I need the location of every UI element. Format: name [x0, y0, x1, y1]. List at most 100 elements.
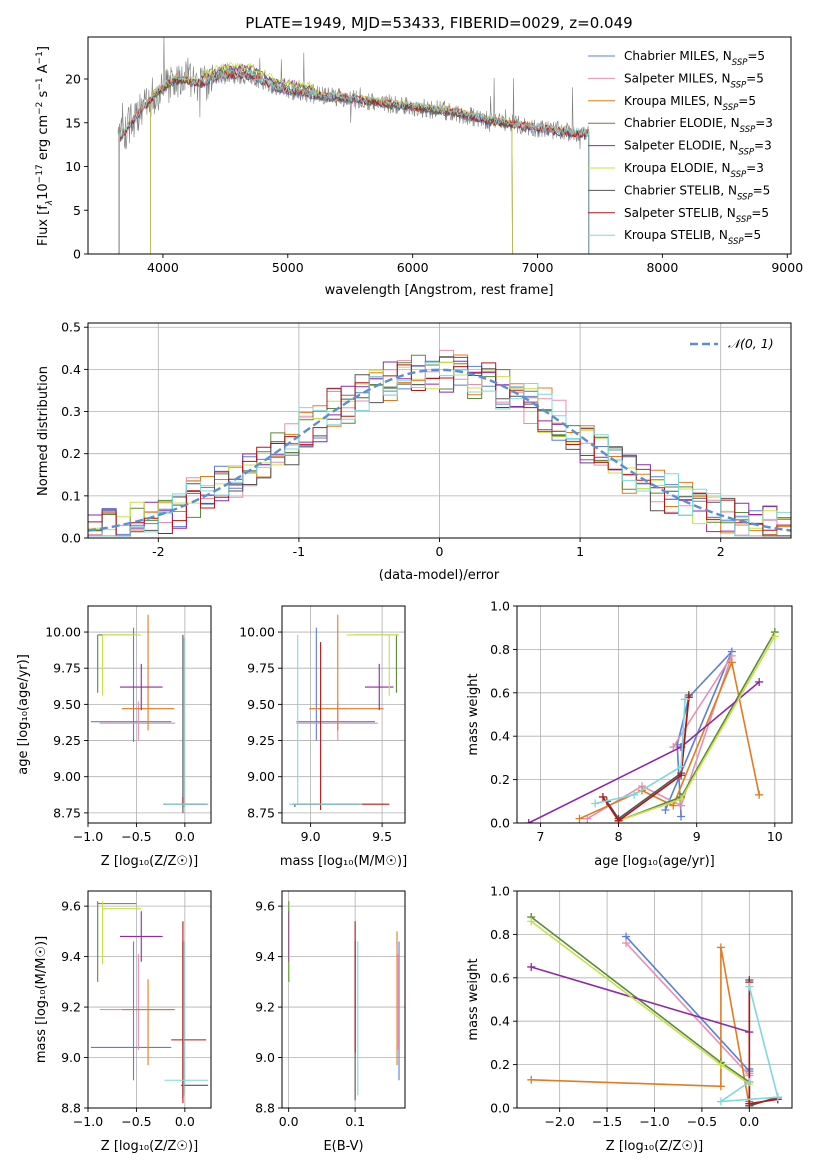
series-kroupa_stelib [716, 982, 782, 1106]
y-label-part: −1 [35, 77, 45, 90]
errorbar-salpeter_elodie [119, 663, 163, 711]
y-tick-label: 0.4 [61, 362, 81, 377]
y-tick-label: 8.75 [53, 805, 81, 820]
normal-curve [88, 368, 791, 532]
data-point [773, 1093, 782, 1102]
data-point [614, 816, 623, 823]
errorbar-kroupa_miles [121, 614, 175, 731]
x-tick-label: −0.5 [121, 829, 151, 844]
y-tick-label: 9.25 [247, 733, 275, 748]
data-point [669, 743, 678, 752]
legend-sub: SSP [736, 215, 752, 225]
x-tick-label: 10 [767, 829, 783, 844]
plot-area [524, 628, 779, 823]
series-line [594, 699, 686, 805]
errorbar-kroupa_stelib [164, 941, 209, 1096]
y-tick-label: 9.2 [61, 1000, 81, 1015]
errorbar-chabrier_miles [296, 627, 375, 741]
series-line [717, 986, 779, 1103]
plot-area [88, 349, 791, 537]
x-tick-label: 2 [717, 544, 725, 559]
x-tick-label: 0.1 [345, 1114, 365, 1129]
errorbar-chabrier_stelib [163, 634, 209, 813]
y-label-part: −1 [35, 51, 45, 64]
legend-sub: SSP [738, 148, 754, 158]
series-line [586, 655, 733, 820]
y-tick-label: 0.3 [61, 404, 81, 419]
panel-age_vs_mass: 9.0 9.5 8.75 9.00 9.25 9.50 9.75 10.00 [239, 605, 406, 844]
x-axis-label: Z [log₁₀(Z/Z☉)] [101, 1139, 198, 1154]
y-tick-label: 9.75 [247, 661, 275, 676]
y-axis-label: Normed distribution [36, 366, 51, 496]
legend-tail: =5 [753, 183, 771, 197]
panel-mass_weight_vs_Z: −2.0 −1.5 −1.0 −0.5 0.0 0.0 0.2 0.4 0.6 0.8 1.0 [490, 884, 793, 1129]
errorbar-chabrier_elodie [97, 634, 137, 693]
x-tick-label: 4000 [147, 260, 179, 275]
errorbar-kroupa_elodie [101, 634, 142, 696]
y-tick-label: 9.50 [247, 697, 275, 712]
y-label-part: A [36, 64, 51, 77]
series-line [664, 651, 733, 817]
y-label-part: ] [36, 46, 51, 51]
model-spectrum-salpeter_stelib [118, 70, 590, 254]
x-tick-label: 6000 [397, 260, 429, 275]
errorbar-salpeter_miles [99, 701, 176, 741]
legend-tail: =5 [747, 49, 765, 63]
errorbar-salpeter_stelib [171, 921, 207, 1103]
axes-border [87, 605, 212, 824]
x-tick-label: 0.0 [739, 1114, 759, 1129]
series-line [602, 697, 690, 822]
data-point [770, 632, 779, 641]
x-tick-label: 0.0 [175, 1114, 195, 1129]
errorbar-chabrier_elodie [97, 901, 137, 982]
data-point [591, 799, 600, 808]
data-point [598, 792, 607, 801]
x-tick-label: −1.5 [592, 1114, 622, 1129]
x-tick-label: 0.0 [175, 829, 195, 844]
y-tick-label: 9.50 [53, 697, 81, 712]
y-tick-label: 8.8 [255, 1101, 275, 1116]
data-point [716, 943, 725, 952]
panel-age_vs_Z: −1.0 −0.5 0.0 8.75 9.00 9.25 9.50 9.75 10.00 [45, 605, 212, 844]
panel-mass_vs_ebv: 0.0 0.1 8.8 9.0 9.2 9.4 9.6 [255, 890, 406, 1129]
y-axis-label: mass [log₁₀(M/M☉)] [34, 936, 49, 1063]
y-tick-label: 0.6 [490, 685, 510, 700]
data-point [716, 1097, 725, 1106]
y-tick-label: 8.75 [247, 805, 275, 820]
data-point [622, 939, 631, 948]
legend-tail: =3 [746, 161, 764, 175]
x-tick-label: 1 [576, 544, 584, 559]
x-tick-label: -2 [152, 544, 164, 559]
y-tick-label: 8.8 [61, 1101, 81, 1116]
panel-residuals: -2 -1 0 1 2 0.0 0.1 0.2 0.3 0.4 0.5 𝒩(0, 1) [61, 320, 792, 559]
data-point [745, 1077, 754, 1086]
legend-tail: =5 [746, 71, 764, 85]
y-tick-label: 0.2 [490, 772, 510, 787]
plot-area [527, 913, 782, 1108]
data-point [524, 819, 533, 823]
y-tick-label: 9.4 [255, 949, 275, 964]
data-point [755, 790, 764, 799]
series-line [530, 966, 750, 1033]
y-tick-label: 10.00 [239, 625, 275, 640]
x-axis-label: age [log₁₀(age/yr)] [594, 854, 715, 869]
legend-label: Salpeter MILES, NSSP=5 [624, 71, 764, 90]
legend-sub: SSP [740, 125, 756, 135]
y-axis-label: Flux [fλ10−17 erg cm−2 s−1 A−1] [35, 46, 55, 246]
y-tick-label: 0.8 [490, 642, 510, 657]
series-line [579, 659, 760, 820]
errorbar-kroupa_miles [121, 979, 175, 1066]
legend: Chabrier MILES, NSSP=5 Salpeter MILES, NS… [588, 49, 773, 247]
data-spectrum [117, 37, 589, 151]
data-point [716, 1082, 725, 1091]
legend-tail: =5 [751, 206, 769, 220]
y-label-part: Flux [f [36, 205, 51, 246]
series-salpeter_miles [622, 939, 754, 1108]
x-tick-label: −1.0 [639, 1114, 669, 1129]
legend-label: Kroupa STELIB, NSSP=5 [624, 228, 761, 247]
x-axis-label: E(B-V) [323, 1139, 363, 1154]
plot-area [90, 901, 209, 1103]
axes-border [281, 605, 406, 824]
y-tick-label: 0.6 [490, 970, 510, 985]
y-tick-label: 0.8 [490, 927, 510, 942]
